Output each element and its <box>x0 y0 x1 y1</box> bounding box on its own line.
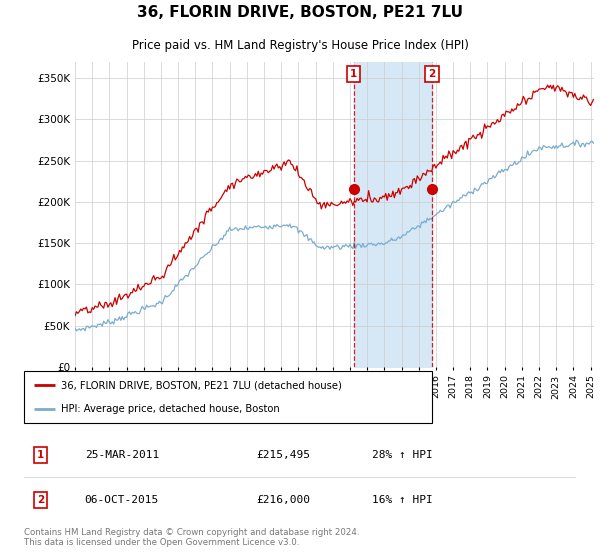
Text: 28% ↑ HPI: 28% ↑ HPI <box>372 450 433 460</box>
Text: 36, FLORIN DRIVE, BOSTON, PE21 7LU (detached house): 36, FLORIN DRIVE, BOSTON, PE21 7LU (deta… <box>61 380 341 390</box>
Text: Price paid vs. HM Land Registry's House Price Index (HPI): Price paid vs. HM Land Registry's House … <box>131 39 469 53</box>
Text: 36, FLORIN DRIVE, BOSTON, PE21 7LU: 36, FLORIN DRIVE, BOSTON, PE21 7LU <box>137 6 463 20</box>
Text: Contains HM Land Registry data © Crown copyright and database right 2024.
This d: Contains HM Land Registry data © Crown c… <box>24 528 359 548</box>
Text: 25-MAR-2011: 25-MAR-2011 <box>85 450 159 460</box>
Text: HPI: Average price, detached house, Boston: HPI: Average price, detached house, Bost… <box>61 404 280 414</box>
Text: 1: 1 <box>350 69 358 79</box>
Text: 1: 1 <box>37 450 44 460</box>
Text: 2: 2 <box>37 495 44 505</box>
Text: 16% ↑ HPI: 16% ↑ HPI <box>372 495 433 505</box>
Text: 06-OCT-2015: 06-OCT-2015 <box>85 495 159 505</box>
FancyBboxPatch shape <box>24 371 432 423</box>
Text: 2: 2 <box>428 69 436 79</box>
Text: £215,495: £215,495 <box>256 450 310 460</box>
Text: £216,000: £216,000 <box>256 495 310 505</box>
